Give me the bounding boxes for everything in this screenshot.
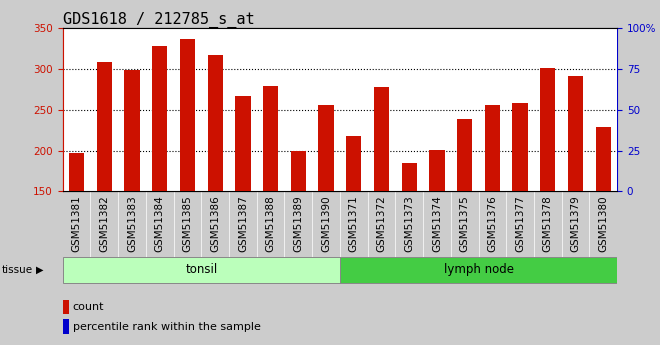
Point — [515, 64, 525, 70]
Text: GSM51379: GSM51379 — [570, 195, 581, 252]
Text: GSM51388: GSM51388 — [265, 195, 276, 252]
Point — [543, 59, 553, 65]
Text: count: count — [73, 302, 104, 312]
Point — [210, 61, 220, 67]
Bar — [152, 47, 168, 191]
Bar — [595, 127, 611, 191]
Point — [71, 72, 82, 78]
Bar — [568, 76, 583, 191]
Point — [404, 69, 414, 75]
Point — [127, 59, 137, 65]
Text: tissue: tissue — [1, 265, 32, 275]
Bar — [124, 70, 140, 191]
Point — [265, 64, 276, 70]
FancyBboxPatch shape — [340, 257, 617, 283]
Text: GSM51383: GSM51383 — [127, 195, 137, 252]
Point — [459, 66, 470, 71]
Text: GSM51375: GSM51375 — [459, 195, 470, 252]
Point — [293, 67, 304, 73]
Point — [348, 62, 359, 68]
Text: GSM51377: GSM51377 — [515, 195, 525, 252]
Bar — [429, 150, 445, 191]
Text: GSM51385: GSM51385 — [182, 195, 193, 252]
Point — [487, 66, 498, 71]
Text: percentile rank within the sample: percentile rank within the sample — [73, 322, 261, 332]
Text: ▶: ▶ — [36, 265, 44, 275]
Text: GSM51389: GSM51389 — [293, 195, 304, 252]
Point — [238, 64, 248, 70]
Bar — [346, 136, 362, 191]
Bar — [180, 39, 195, 191]
Point — [570, 62, 581, 68]
Text: GSM51372: GSM51372 — [376, 195, 387, 252]
Text: GSM51378: GSM51378 — [543, 195, 553, 252]
Point — [321, 67, 331, 73]
Bar — [263, 86, 279, 191]
Text: GSM51386: GSM51386 — [210, 195, 220, 252]
Bar — [235, 96, 251, 191]
Text: GSM51387: GSM51387 — [238, 195, 248, 252]
Bar — [63, 319, 69, 334]
Text: GSM51373: GSM51373 — [404, 195, 414, 252]
Bar — [290, 150, 306, 191]
Text: lymph node: lymph node — [444, 263, 513, 276]
Point — [432, 66, 442, 71]
Point — [99, 61, 110, 67]
Bar — [457, 119, 473, 191]
Text: GSM51376: GSM51376 — [487, 195, 498, 252]
Point — [376, 62, 387, 68]
Text: GSM51380: GSM51380 — [598, 195, 609, 252]
Text: GSM51390: GSM51390 — [321, 195, 331, 252]
Bar — [69, 153, 84, 191]
Bar — [63, 299, 69, 314]
Text: GSM51384: GSM51384 — [154, 195, 165, 252]
Point — [598, 62, 609, 68]
Text: GSM51371: GSM51371 — [348, 195, 359, 252]
Text: GDS1618 / 212785_s_at: GDS1618 / 212785_s_at — [63, 11, 254, 28]
Bar — [318, 106, 334, 191]
Bar — [512, 103, 528, 191]
Point — [182, 59, 193, 65]
Bar — [374, 87, 389, 191]
Text: GSM51374: GSM51374 — [432, 195, 442, 252]
Bar — [540, 68, 556, 191]
Bar — [484, 106, 500, 191]
Bar — [401, 163, 417, 191]
Text: GSM51381: GSM51381 — [71, 195, 82, 252]
Point — [154, 59, 165, 65]
FancyBboxPatch shape — [63, 257, 340, 283]
Bar — [96, 62, 112, 191]
Text: GSM51382: GSM51382 — [99, 195, 110, 252]
Text: tonsil: tonsil — [185, 263, 217, 276]
Bar — [207, 55, 223, 191]
